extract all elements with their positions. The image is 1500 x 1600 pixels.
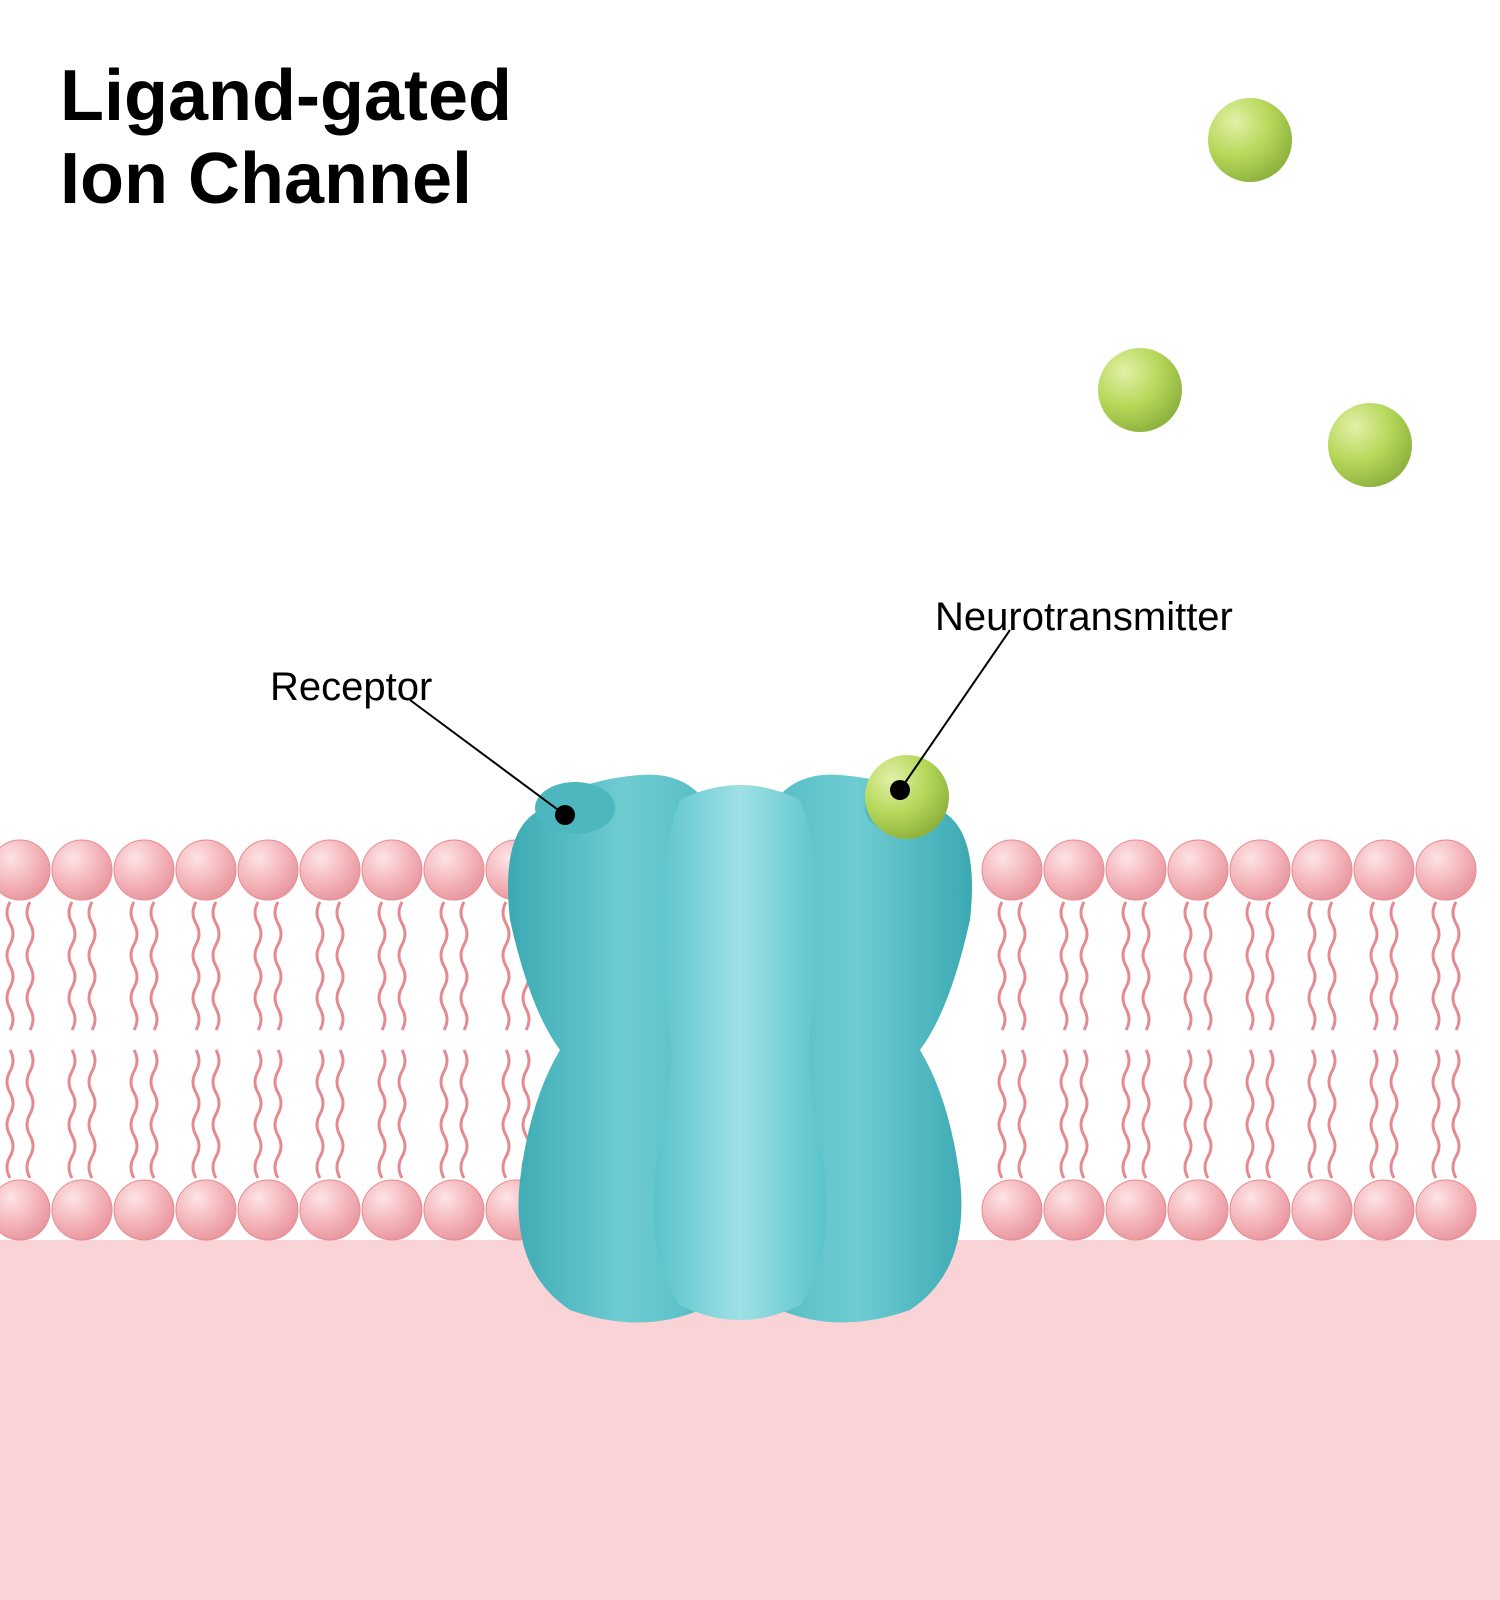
neurotransmitter-icon bbox=[1328, 403, 1412, 487]
neurotransmitter-icon bbox=[1098, 348, 1182, 432]
diagram-stage bbox=[0, 0, 1500, 1600]
neurotransmitter-icon bbox=[1208, 98, 1292, 182]
ion-channel bbox=[508, 775, 972, 1323]
neurotransmitters-free bbox=[1098, 98, 1412, 487]
